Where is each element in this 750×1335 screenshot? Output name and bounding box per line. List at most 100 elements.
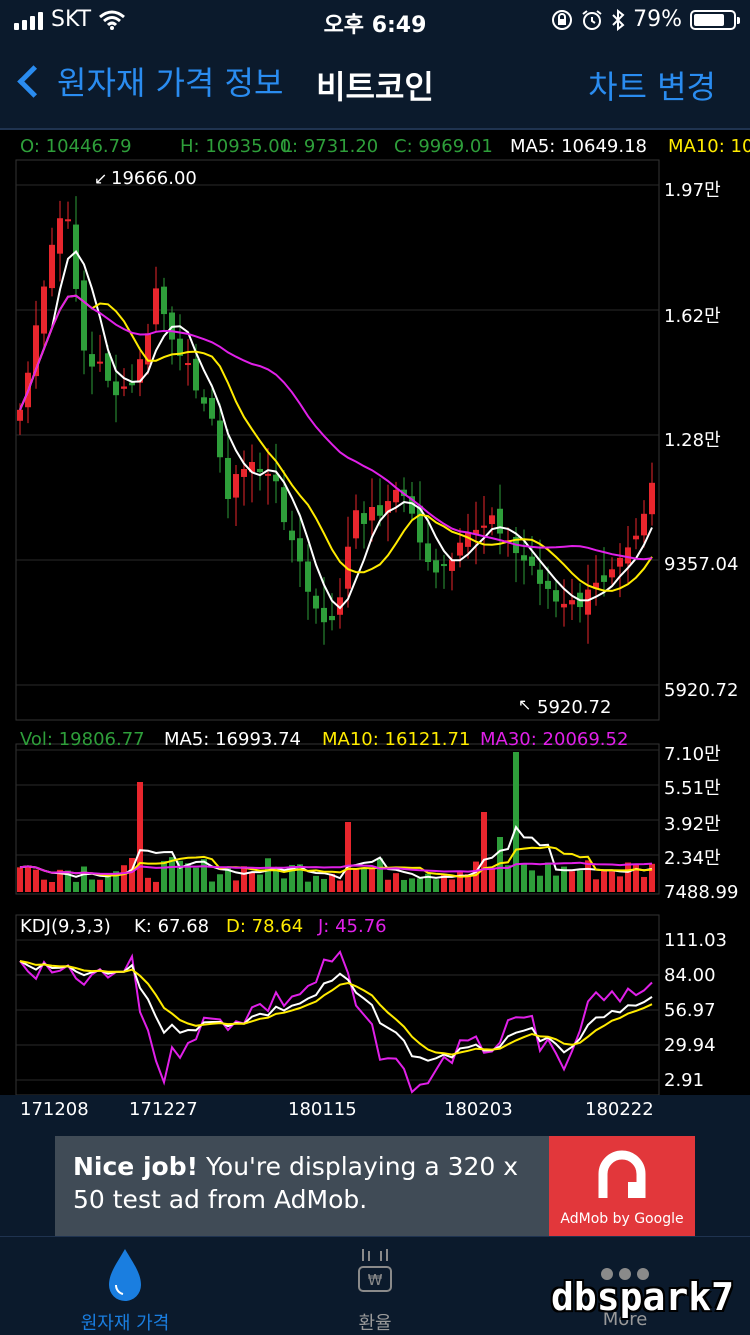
candle-body <box>217 420 223 458</box>
ohlc-low: L: 9731.20 <box>282 136 378 157</box>
candle-body <box>465 532 471 547</box>
volume-bar <box>449 879 455 892</box>
low-annotation: 5920.72 <box>537 697 611 718</box>
price-tick-5: 5920.72 <box>664 680 738 701</box>
volume-bar <box>369 868 375 892</box>
wifi-icon <box>99 10 126 30</box>
kdj-lines <box>19 949 653 1094</box>
price-chart[interactable]: O: 10446.79 H: 10935.00 L: 9731.20 C: 99… <box>0 130 750 1105</box>
candle-body <box>81 280 87 351</box>
candle-body <box>649 482 655 515</box>
volume-value: Vol: 19806.77 <box>20 729 145 750</box>
candle-body <box>353 510 359 539</box>
volume-bar <box>417 878 423 892</box>
volume-bar <box>609 871 615 892</box>
candle-body <box>265 473 271 476</box>
tab-label: More <box>602 1309 648 1330</box>
volume-bar <box>337 880 343 892</box>
tab-label: 환율 <box>358 1313 392 1334</box>
kdj-d-line <box>19 960 653 1056</box>
candle-body <box>281 487 287 523</box>
volume-bar <box>377 858 383 892</box>
volume-ma30: MA30: 20069.52 <box>480 729 628 750</box>
volume-bar <box>401 879 407 892</box>
volume-bar <box>561 866 567 892</box>
volume-bar <box>641 876 647 892</box>
candle-body <box>57 218 63 254</box>
kdj-tick-4: 29.94 <box>664 1035 716 1056</box>
carrier-area: SKT <box>14 7 126 32</box>
volume-bar <box>497 837 503 892</box>
kdj-tick-2: 84.00 <box>664 965 716 986</box>
high-arrow-icon: ↙ <box>94 169 107 188</box>
volume-bar <box>161 860 167 892</box>
candle-body <box>633 535 639 540</box>
ohlc-ma5: MA5: 10649.18 <box>510 136 647 157</box>
tab-commodity-prices[interactable]: 원자재 가격 <box>0 1237 250 1335</box>
candle-body <box>49 244 55 289</box>
volume-bar <box>73 881 79 892</box>
volume-bar <box>177 860 183 892</box>
candle-body <box>473 529 479 535</box>
change-chart-button[interactable]: 차트 변경 <box>588 68 716 106</box>
volume-bar <box>425 873 431 892</box>
more-dots-icon <box>601 1268 649 1280</box>
battery-percent: 79% <box>633 7 682 32</box>
candle-body <box>297 538 303 562</box>
volume-bar <box>321 878 327 892</box>
candle-body <box>377 505 383 516</box>
candle-body <box>409 496 415 514</box>
volume-bar <box>201 859 207 892</box>
ma30-line <box>19 294 653 561</box>
tab-more[interactable]: More <box>500 1237 750 1335</box>
chevron-left-icon <box>17 64 50 98</box>
ad-headline: Nice job! <box>73 1152 199 1181</box>
volume-tick-2: 5.51만 <box>664 778 721 799</box>
volume-bar <box>137 782 143 892</box>
alarm-icon <box>582 9 602 30</box>
volume-bar <box>441 873 447 892</box>
carrier-label: SKT <box>51 7 92 32</box>
status-bar: SKT 오후 6:49 79% <box>0 0 750 40</box>
candle-body <box>249 462 255 473</box>
candle-body <box>433 560 439 573</box>
ad-banner[interactable]: Nice job! You're displaying a 320 x 50 t… <box>55 1136 695 1236</box>
candle-body <box>425 543 431 562</box>
volume-bar <box>105 874 111 892</box>
kdj-d: D: 78.64 <box>226 916 303 937</box>
volume-bar <box>345 822 351 892</box>
tab-exchange-rate[interactable]: ₩ 환율 <box>250 1237 500 1335</box>
kdj-k-line <box>19 960 653 1062</box>
ad-text: Nice job! You're displaying a 320 x 50 t… <box>73 1150 543 1216</box>
volume-bar <box>409 878 415 892</box>
currency-exchange-icon: ₩ <box>358 1249 392 1292</box>
candle-body <box>321 607 327 623</box>
date-label-3: 180115 <box>288 1099 357 1120</box>
volume-bar <box>465 874 471 892</box>
volume-bar <box>217 874 223 892</box>
volume-bar <box>529 870 535 892</box>
candle-body <box>609 569 615 578</box>
volume-tick-5: 7488.99 <box>664 882 738 903</box>
kdj-name: KDJ(9,3,3) <box>20 916 111 937</box>
nav-divider <box>0 128 750 130</box>
candle-body <box>641 513 647 536</box>
ad-body: You're displaying a 320 x 50 test ad fro… <box>73 1152 519 1214</box>
volume-bar <box>249 872 255 892</box>
admob-icon <box>598 1150 646 1198</box>
volume-bar <box>633 864 639 892</box>
candle-body <box>97 361 103 364</box>
volume-bar <box>233 880 239 892</box>
candle-body <box>585 589 591 615</box>
volume-bar <box>361 868 367 892</box>
volume-panel-frame <box>15 743 660 895</box>
candle-body <box>65 219 71 222</box>
candle-body <box>105 353 111 381</box>
svg-text:₩: ₩ <box>368 1271 383 1289</box>
candle-body <box>489 515 495 525</box>
volume-bar <box>593 879 599 892</box>
status-right: 79% <box>551 7 740 32</box>
back-button[interactable]: 원자재 가격 정보 <box>14 58 283 104</box>
candle-body <box>601 575 607 582</box>
volume-bar <box>193 867 199 892</box>
